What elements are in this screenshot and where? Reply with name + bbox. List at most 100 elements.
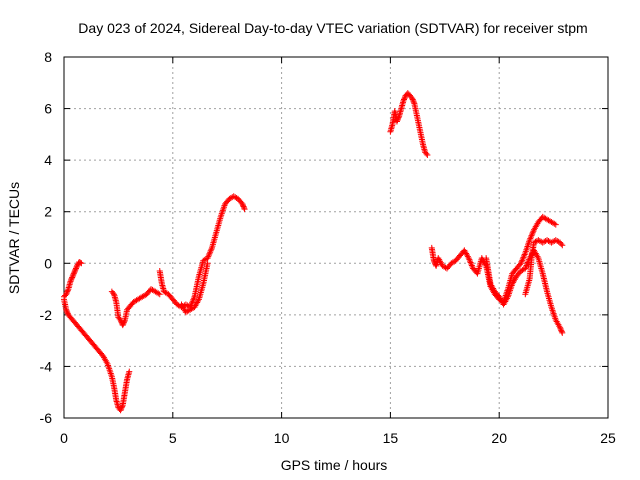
data-point (558, 328, 565, 335)
data-point (522, 265, 529, 272)
data-point (559, 329, 566, 336)
data-point (409, 96, 416, 103)
y-tick-label: 0 (44, 255, 52, 271)
x-tick-label: 0 (60, 430, 68, 446)
data-point (70, 270, 77, 277)
data-point (155, 290, 162, 297)
data-point (118, 404, 125, 411)
data-point (521, 252, 528, 259)
y-tick-label: -6 (40, 410, 53, 426)
data-point (126, 368, 133, 375)
data-point (393, 118, 400, 125)
data-point (190, 296, 197, 303)
data-point (120, 320, 127, 327)
data-point (409, 95, 416, 102)
data-point (410, 97, 417, 104)
data-point (529, 231, 536, 238)
data-point (552, 221, 559, 228)
data-point (518, 258, 525, 265)
data-point (241, 204, 248, 211)
data-point (78, 260, 85, 267)
data-point (394, 117, 401, 124)
data-points (61, 90, 566, 414)
data-point (69, 273, 76, 280)
data-point (205, 253, 212, 260)
data-point (527, 234, 534, 241)
data-point (206, 250, 213, 257)
data-point (557, 324, 564, 331)
data-point (239, 202, 246, 209)
data-point (77, 259, 84, 266)
data-point (64, 309, 71, 316)
data-point (430, 257, 437, 264)
data-point (72, 266, 79, 273)
data-point (401, 95, 408, 102)
data-point (239, 200, 246, 207)
data-point (189, 299, 196, 306)
data-point (63, 289, 70, 296)
data-point (557, 326, 564, 333)
data-point (400, 97, 407, 104)
y-tick-label: 2 (44, 204, 52, 220)
data-point (466, 258, 473, 265)
x-axis-label: GPS time / hours (281, 457, 388, 473)
data-point (527, 235, 534, 242)
data-point (395, 114, 402, 121)
x-tick-label: 20 (491, 430, 507, 446)
data-point (468, 262, 475, 269)
x-tick-label: 25 (600, 430, 616, 446)
data-point (69, 274, 76, 281)
data-point (205, 252, 212, 259)
plot-frame (63, 56, 609, 419)
data-point (119, 322, 126, 329)
data-point (240, 203, 247, 210)
data-point (71, 269, 78, 276)
y-tick-label: -4 (40, 358, 53, 374)
data-point (208, 246, 215, 253)
data-point (207, 249, 214, 256)
data-point (204, 260, 211, 267)
data-point (519, 255, 526, 262)
data-point (528, 232, 535, 239)
data-point (189, 298, 196, 305)
data-point (465, 255, 472, 262)
data-point (156, 291, 163, 298)
data-point (68, 275, 75, 282)
data-point (517, 260, 524, 267)
data-point (395, 115, 402, 122)
data-point (519, 257, 526, 264)
data-point (120, 319, 127, 326)
data-point (522, 263, 529, 270)
data-point (121, 318, 128, 325)
data-point (558, 240, 565, 247)
y-tick-label: 4 (44, 152, 52, 168)
data-point (70, 271, 77, 278)
data-point (68, 277, 75, 284)
data-point (401, 96, 407, 103)
data-point (529, 229, 536, 236)
data-point (521, 251, 528, 258)
data-point (466, 256, 473, 263)
data-point (559, 242, 566, 249)
data-point (207, 247, 214, 254)
data-point (204, 255, 211, 262)
data-point (119, 403, 126, 410)
y-tick-label: 8 (44, 49, 52, 65)
data-point (190, 295, 197, 302)
data-point (410, 99, 417, 106)
data-point (424, 151, 431, 158)
x-tick-label: 5 (169, 430, 177, 446)
data-point (117, 407, 124, 414)
data-point (523, 262, 530, 269)
data-point (73, 264, 80, 271)
x-tick-label: 15 (383, 430, 399, 446)
data-point (64, 287, 71, 294)
data-point (63, 307, 70, 314)
data-point (467, 259, 474, 266)
data-point (64, 288, 71, 295)
data-point (520, 254, 527, 261)
data-point (74, 262, 81, 269)
data-point (63, 306, 70, 313)
data-point (558, 327, 565, 334)
